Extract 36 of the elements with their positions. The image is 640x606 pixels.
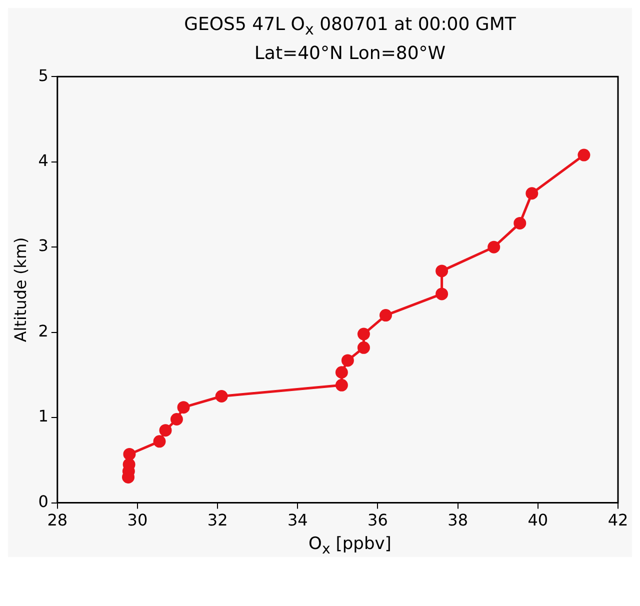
- point: [159, 424, 172, 436]
- x-tick-label: 32: [207, 510, 228, 530]
- chart-subtitle: Lat=40°N Lon=80°W: [253, 42, 447, 64]
- point: [357, 327, 370, 340]
- x-tick-label: 36: [368, 510, 388, 530]
- point: [153, 434, 166, 448]
- chart-title: GEOS5 47L O$_{x}$ 080701 at 00:00 GMT: [183, 13, 517, 39]
- point: [215, 390, 228, 402]
- y-tick-label: 3: [38, 236, 48, 255]
- x-tick-label: 34: [287, 510, 308, 530]
- point: [436, 264, 448, 277]
- point: [341, 354, 354, 366]
- y-tick-label: 0: [38, 492, 48, 511]
- x-tick-label: 30: [127, 510, 148, 530]
- y-tick-label: 1: [38, 406, 48, 426]
- x-tick-label: 40: [528, 510, 548, 530]
- point: [526, 186, 538, 200]
- point: [170, 412, 183, 426]
- point: [335, 366, 348, 378]
- point: [436, 287, 448, 300]
- x-tick-label: 28: [47, 510, 68, 530]
- point: [177, 400, 190, 414]
- point: [578, 148, 590, 161]
- point: [488, 240, 500, 253]
- x-tick-label: 38: [448, 510, 468, 530]
- y-axis-title: Altitude (km): [10, 236, 30, 342]
- x-tick-label: 42: [608, 510, 628, 530]
- x-axis-title: O$_{x}$ [ppbv]: [308, 534, 392, 557]
- point: [357, 341, 370, 354]
- point: [123, 448, 136, 460]
- y-tick-label: 2: [38, 321, 48, 340]
- y-tick-label: 5: [38, 65, 48, 84]
- point: [379, 308, 392, 322]
- y-tick-label: 4: [38, 150, 48, 170]
- point: [335, 378, 348, 392]
- point: [514, 216, 526, 230]
